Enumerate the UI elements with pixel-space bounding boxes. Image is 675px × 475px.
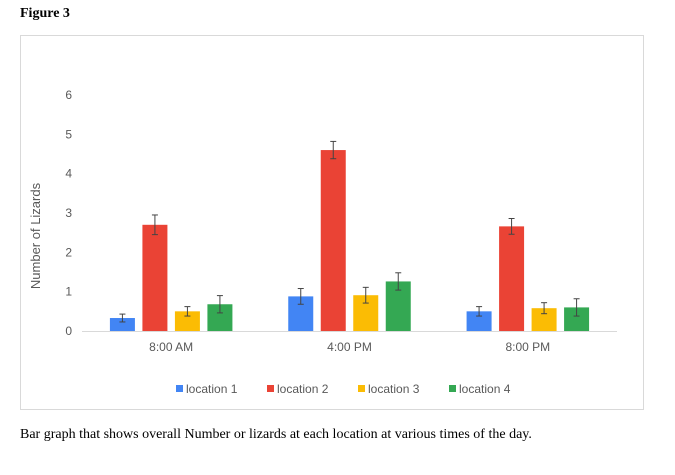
y-axis-label: Number of Lizards: [28, 182, 43, 289]
legend-swatch: [449, 385, 456, 392]
bar: [564, 307, 590, 331]
x-tick-label: 8:00 PM: [505, 340, 550, 354]
y-tick-label: 1: [65, 285, 72, 299]
legend-swatch: [176, 385, 183, 392]
x-tick-label: 4:00 PM: [327, 340, 372, 354]
bar: [174, 311, 200, 331]
y-tick-label: 3: [65, 206, 72, 220]
legend-swatch: [358, 385, 365, 392]
y-tick-label: 4: [65, 167, 72, 181]
y-tick-label: 0: [65, 324, 72, 338]
legend-swatch: [267, 385, 274, 392]
bar-chart: 0 1 2 3 4 5 6 Number of Lizards 8:00 AM 4:00 PM 8:…: [28, 88, 617, 396]
x-tick-label: 8:00 AM: [149, 340, 193, 354]
legend-label: location 3: [368, 382, 420, 396]
y-tick-label: 2: [65, 245, 72, 259]
bar: [320, 150, 346, 331]
legend-label: location 1: [186, 382, 238, 396]
figure-title: Figure 3: [20, 6, 70, 21]
legend-label: location 4: [459, 382, 511, 396]
bar: [142, 224, 168, 331]
bar: [499, 226, 525, 331]
bar: [466, 311, 492, 331]
figure-caption: Bar graph that shows overall Number or l…: [20, 427, 532, 442]
bar: [109, 318, 135, 331]
chart-frame: 0 1 2 3 4 5 6 Number of Lizards 8:00 AM 4:00 PM 8:…: [20, 35, 644, 410]
bar: [531, 308, 557, 331]
legend-label: location 2: [277, 382, 329, 396]
y-tick-label: 5: [65, 127, 72, 141]
y-tick-label: 6: [65, 88, 72, 102]
